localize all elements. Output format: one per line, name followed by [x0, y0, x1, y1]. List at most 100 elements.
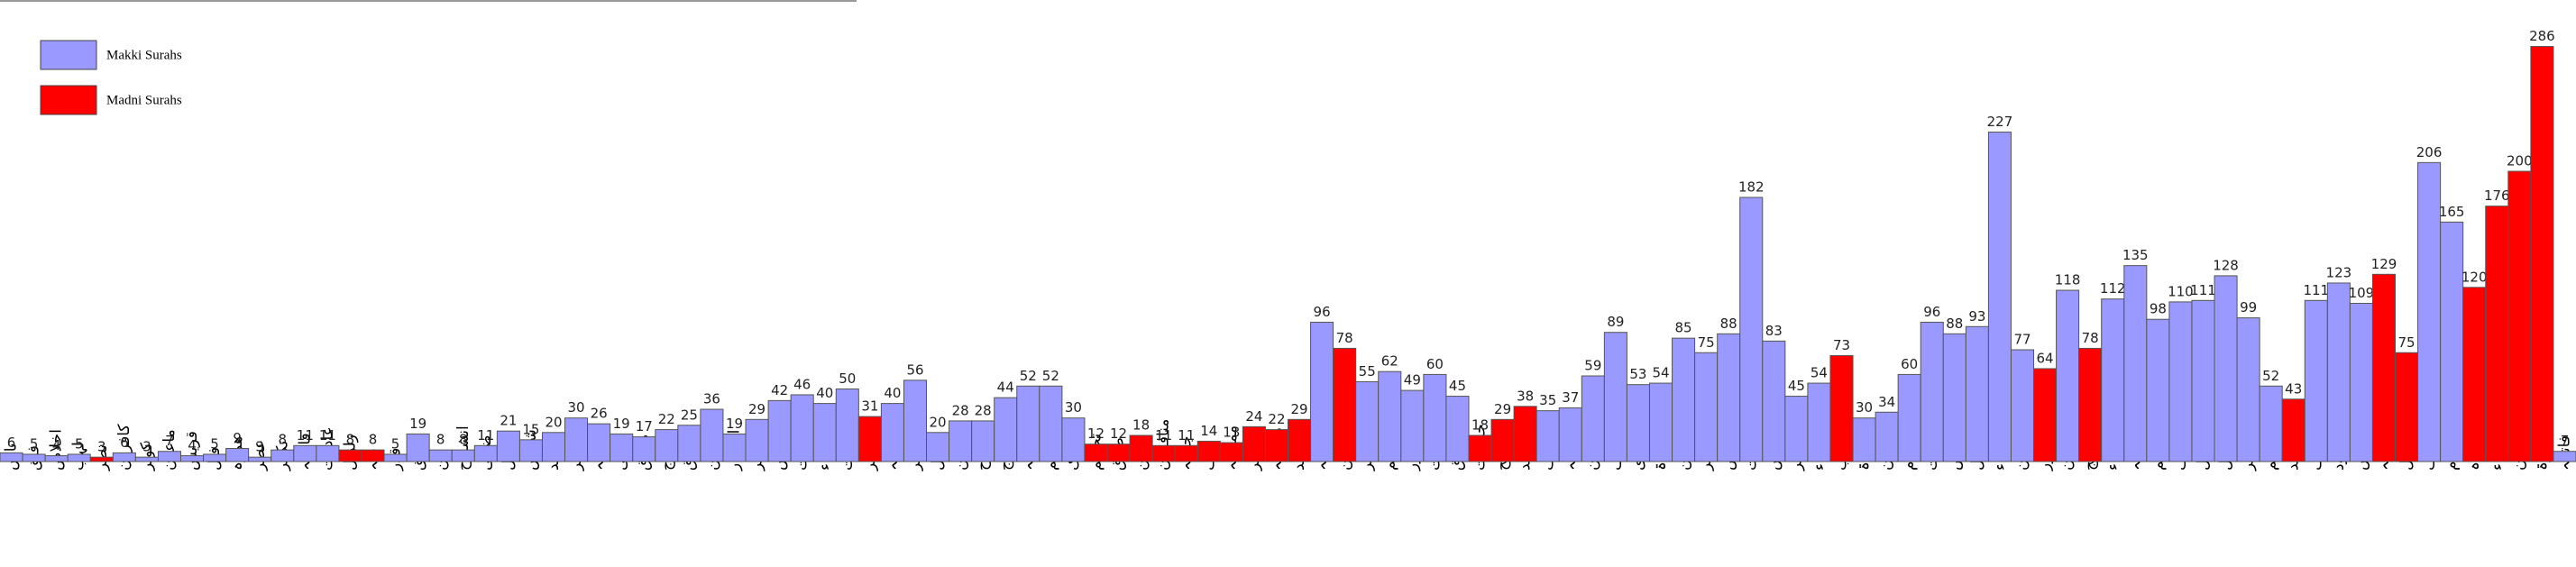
bar — [2530, 46, 2554, 462]
value-label: 8 — [459, 432, 468, 448]
value-label: 22 — [1268, 411, 1285, 427]
bar — [0, 452, 23, 462]
bar — [1920, 321, 1944, 462]
bar — [179, 455, 205, 462]
bar — [722, 433, 747, 462]
bar — [1355, 380, 1380, 462]
value-label: 11 — [1155, 427, 1172, 444]
value-label: 176 — [2484, 187, 2510, 204]
value-label: 44 — [997, 380, 1014, 396]
value-label: 118 — [2055, 272, 2081, 288]
bar — [338, 449, 362, 462]
bar — [857, 416, 882, 462]
bar — [2395, 352, 2419, 462]
bar — [1039, 385, 1063, 462]
value-label: 20 — [545, 414, 562, 430]
value-label: 19 — [409, 416, 426, 432]
bar — [2078, 347, 2103, 462]
bar — [383, 453, 408, 462]
value-label: 12 — [1110, 425, 1127, 442]
bar — [2214, 275, 2238, 462]
bar — [1490, 418, 1515, 462]
value-label: 14 — [1200, 423, 1217, 439]
bar — [1061, 417, 1086, 462]
bar — [2191, 299, 2215, 462]
value-label: 120 — [2461, 269, 2488, 285]
value-label: 110 — [2168, 283, 2194, 299]
bar — [112, 452, 136, 462]
bar — [655, 429, 679, 462]
value-label: 30 — [568, 399, 585, 416]
bar — [677, 425, 701, 462]
value-label: 7 — [165, 433, 174, 449]
value-label: 59 — [1584, 358, 1601, 374]
legend-label: Madni Surahs — [106, 93, 182, 107]
bar — [1196, 440, 1221, 462]
bar — [835, 389, 859, 462]
value-label: 52 — [1042, 368, 1059, 384]
value-label: 30 — [1065, 399, 1082, 416]
value-label: 8 — [369, 432, 378, 448]
bar — [2417, 161, 2442, 462]
value-label: 49 — [1404, 372, 1421, 389]
bar — [632, 436, 656, 462]
value-label: 22 — [658, 411, 675, 427]
value-label: 4 — [52, 437, 61, 453]
value-label: 200 — [2507, 153, 2533, 169]
value-label: 20 — [930, 414, 947, 430]
value-label: 88 — [1946, 316, 1963, 332]
bar — [1987, 132, 2012, 462]
bar — [1717, 333, 1741, 462]
bar — [2507, 170, 2532, 462]
legend-label: Makki Surahs — [106, 48, 182, 62]
value-label: 93 — [1968, 308, 1985, 325]
value-label: 64 — [2037, 350, 2054, 366]
bar — [67, 453, 91, 462]
bar — [1626, 384, 1650, 462]
bar — [790, 394, 814, 462]
bar — [1129, 434, 1153, 462]
value-label: 19 — [726, 416, 743, 432]
value-label: 9 — [233, 430, 242, 446]
bar — [451, 449, 475, 462]
bar — [22, 453, 46, 462]
bar — [270, 449, 295, 462]
value-label: 40 — [884, 385, 901, 401]
value-label: 53 — [1629, 366, 1646, 382]
value-label: 5 — [391, 435, 400, 452]
value-label: 286 — [2529, 28, 2555, 44]
bar — [1603, 332, 1627, 462]
value-label: 54 — [1652, 365, 1669, 381]
value-label: 28 — [952, 402, 969, 418]
bar — [428, 449, 453, 462]
value-label: 89 — [1607, 314, 1624, 330]
value-label: 6 — [120, 434, 129, 451]
value-label: 45 — [1449, 378, 1466, 394]
value-label: 8 — [436, 432, 445, 448]
value-label: 88 — [1720, 316, 1737, 332]
value-label: 5 — [210, 435, 219, 452]
bar — [1965, 325, 1989, 462]
bar — [361, 449, 385, 462]
bar — [2371, 273, 2397, 462]
value-label: 60 — [1901, 356, 1918, 372]
bar — [1784, 396, 1809, 462]
bar — [2123, 265, 2148, 462]
x-tick-label: عصر — [251, 440, 269, 471]
bar — [1288, 418, 1312, 462]
value-label: 19 — [613, 416, 630, 432]
value-label: 29 — [1494, 401, 1511, 417]
value-label: 75 — [2397, 334, 2415, 351]
bar — [1807, 382, 1831, 462]
value-label: 52 — [1020, 368, 1037, 384]
value-label: 18 — [1132, 417, 1150, 434]
bar — [1400, 389, 1425, 462]
bar — [1694, 352, 1719, 462]
value-label: 85 — [1675, 320, 1692, 336]
value-label: 123 — [2326, 264, 2352, 280]
bar — [767, 399, 792, 462]
bar — [1829, 354, 1854, 462]
bar — [225, 448, 250, 462]
bar — [1581, 375, 1605, 462]
bar — [1739, 197, 1764, 462]
